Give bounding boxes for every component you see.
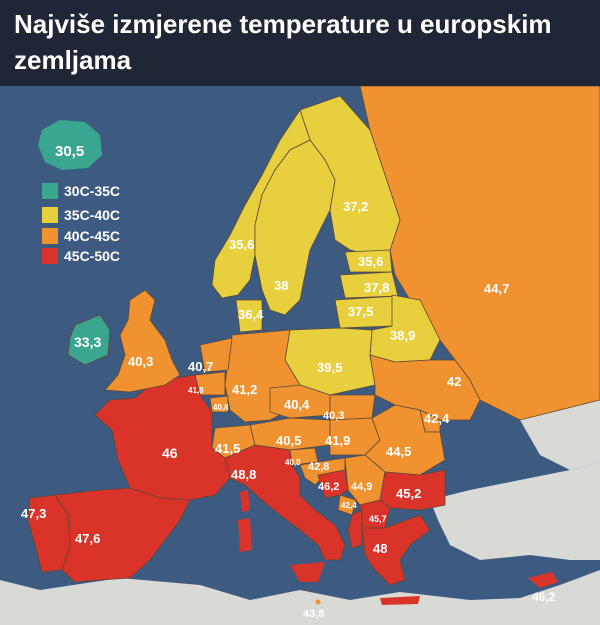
region-romania xyxy=(364,404,446,476)
label-slovakia: 40,3 xyxy=(323,410,344,422)
label-lithuania: 37,5 xyxy=(348,304,373,319)
label-bulgaria: 45,2 xyxy=(396,486,421,501)
label-estonia: 35,6 xyxy=(358,254,383,269)
label-montenegro: 42,4 xyxy=(341,501,357,510)
label-uk: 40,3 xyxy=(128,354,153,369)
label-germany: 41,2 xyxy=(232,382,257,397)
region-cyprus xyxy=(528,572,558,588)
region-sardinia xyxy=(238,518,252,552)
label-slovenia: 40,8 xyxy=(285,458,301,467)
label-czechia: 40,4 xyxy=(284,397,310,412)
label-romania: 44,5 xyxy=(386,444,411,459)
legend-label-2: 35C-40C xyxy=(64,207,120,223)
region-bosnia xyxy=(317,469,349,499)
caucasus-land xyxy=(520,400,600,470)
turkey-land xyxy=(430,462,600,560)
region-sweden xyxy=(254,139,336,316)
legend-label-1: 30C-35C xyxy=(64,183,120,199)
region-netherlands xyxy=(199,337,233,373)
label-belgium: 41,8 xyxy=(188,386,204,395)
label-macedonia: 45,7 xyxy=(369,514,387,524)
label-russia: 44,7 xyxy=(484,281,509,296)
label-hungary: 41,9 xyxy=(325,433,350,448)
title-banner: Najviše izmjerene temperature u europski… xyxy=(0,0,600,86)
label-moldova: 42,4 xyxy=(424,411,450,426)
label-ireland: 33,3 xyxy=(74,334,101,350)
label-iceland: 30,5 xyxy=(55,143,84,160)
baltic-sea xyxy=(305,210,335,290)
region-iceland xyxy=(38,120,102,170)
region-italy xyxy=(224,444,346,561)
legend-swatch-2 xyxy=(42,207,58,223)
region-portugal xyxy=(27,494,71,573)
region-denmark xyxy=(235,299,263,333)
label-bosnia: 46,2 xyxy=(318,481,339,493)
label-switzerland: 41,5 xyxy=(215,441,240,456)
legend-swatch-3 xyxy=(42,228,58,244)
label-ukraine: 42 xyxy=(447,374,461,389)
region-ireland xyxy=(67,314,111,366)
legend-label-3: 40C-45C xyxy=(64,228,120,244)
region-malta xyxy=(315,599,321,605)
region-crete xyxy=(380,596,420,605)
region-luxembourg xyxy=(209,395,229,413)
region-corsica xyxy=(240,490,250,512)
label-netherlands: 40,7 xyxy=(188,359,213,374)
label-austria: 40,5 xyxy=(276,433,301,448)
region-albania xyxy=(347,509,363,549)
legend: 30C-35C 35C-40C 40C-45C 45C-50C xyxy=(42,183,120,264)
region-sicily xyxy=(290,562,325,582)
label-finland: 37,2 xyxy=(343,199,368,214)
label-malta: 43,8 xyxy=(303,608,324,620)
temperature-labels: 30,5 33,3 40,3 35,6 38 37,2 35,6 37,8 37… xyxy=(21,143,556,620)
label-poland: 39,5 xyxy=(317,360,342,375)
map-title: Najviše izmjerene temperature u europski… xyxy=(14,9,552,75)
label-luxembourg: 40,8 xyxy=(213,403,229,412)
label-cyprus: 46,2 xyxy=(532,590,556,604)
label-norway: 35,6 xyxy=(229,237,254,252)
legend-swatch-4 xyxy=(42,248,58,264)
label-portugal: 47,3 xyxy=(21,506,46,521)
label-denmark: 36,4 xyxy=(238,307,264,322)
label-croatia: 42,8 xyxy=(308,461,329,473)
region-uk xyxy=(104,289,181,393)
region-greece xyxy=(361,514,431,586)
label-greece: 48 xyxy=(373,541,387,556)
legend-label-4: 45C-50C xyxy=(64,248,120,264)
region-france xyxy=(94,374,231,501)
legend-swatch-1 xyxy=(42,183,58,199)
label-serbia: 44,9 xyxy=(351,481,372,493)
label-belarus: 38,9 xyxy=(390,328,415,343)
label-italy: 48,8 xyxy=(231,467,256,482)
label-sweden: 38 xyxy=(274,278,288,293)
north-africa-land xyxy=(0,570,600,625)
label-latvia: 37,8 xyxy=(364,280,389,295)
label-spain: 47,6 xyxy=(75,531,100,546)
label-france: 46 xyxy=(162,445,178,461)
europe-map: 30C-35C 35C-40C 40C-45C 45C-50C 30,5 33,… xyxy=(0,86,600,625)
